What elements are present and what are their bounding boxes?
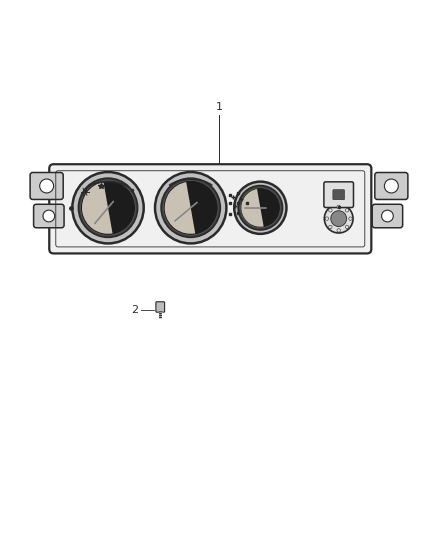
- Circle shape: [234, 182, 286, 234]
- Circle shape: [81, 180, 135, 235]
- Circle shape: [349, 217, 352, 220]
- Circle shape: [337, 229, 340, 232]
- Circle shape: [40, 179, 53, 193]
- Circle shape: [381, 210, 393, 222]
- FancyBboxPatch shape: [34, 204, 64, 228]
- Circle shape: [385, 179, 398, 193]
- Circle shape: [155, 172, 226, 244]
- Circle shape: [345, 208, 349, 212]
- FancyBboxPatch shape: [156, 302, 165, 312]
- Text: 2: 2: [131, 305, 138, 315]
- Circle shape: [324, 204, 353, 233]
- Circle shape: [325, 217, 328, 220]
- FancyBboxPatch shape: [49, 164, 371, 254]
- Circle shape: [328, 208, 332, 212]
- FancyBboxPatch shape: [372, 204, 403, 228]
- FancyBboxPatch shape: [333, 190, 345, 200]
- Circle shape: [337, 205, 340, 208]
- Wedge shape: [82, 182, 113, 234]
- Circle shape: [78, 178, 138, 237]
- FancyBboxPatch shape: [30, 173, 63, 199]
- Circle shape: [240, 188, 280, 228]
- Circle shape: [72, 172, 144, 244]
- FancyBboxPatch shape: [375, 173, 408, 199]
- Wedge shape: [241, 189, 264, 227]
- Circle shape: [345, 225, 349, 229]
- Circle shape: [163, 180, 218, 235]
- Circle shape: [161, 178, 220, 237]
- Text: 1: 1: [215, 102, 223, 112]
- Circle shape: [328, 225, 332, 229]
- FancyBboxPatch shape: [324, 182, 353, 207]
- Wedge shape: [165, 182, 195, 234]
- Circle shape: [43, 210, 55, 222]
- Circle shape: [238, 185, 283, 230]
- Circle shape: [331, 211, 346, 227]
